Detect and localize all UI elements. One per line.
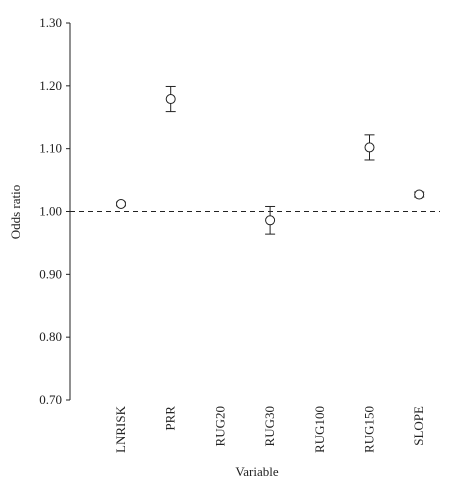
point: [265, 215, 276, 226]
y-tick-label: 1.30: [39, 15, 62, 30]
y-tick-label: 0.90: [39, 266, 62, 281]
x-tick-label: LNRISK: [113, 405, 128, 453]
y-tick-label: 1.20: [39, 78, 62, 93]
x-tick-label: RUG150: [362, 406, 377, 453]
x-axis-label: Variable: [235, 464, 279, 479]
x-tick-label: PRR: [163, 406, 178, 431]
point: [414, 189, 425, 200]
point: [364, 142, 375, 153]
x-tick-label: SLOPE: [411, 406, 426, 446]
point: [165, 94, 176, 105]
x-tick-label: RUG30: [262, 406, 277, 446]
point: [116, 198, 126, 209]
y-tick-label: 1.10: [39, 141, 62, 156]
y-tick-label: 1.00: [39, 204, 62, 219]
x-tick-label: RUG20: [212, 406, 227, 446]
x-tick-label: RUG100: [312, 406, 327, 453]
y-tick-label: 0.70: [39, 392, 62, 407]
y-tick-label: 0.80: [39, 329, 62, 344]
y-axis-label: Odds ratio: [8, 185, 23, 240]
